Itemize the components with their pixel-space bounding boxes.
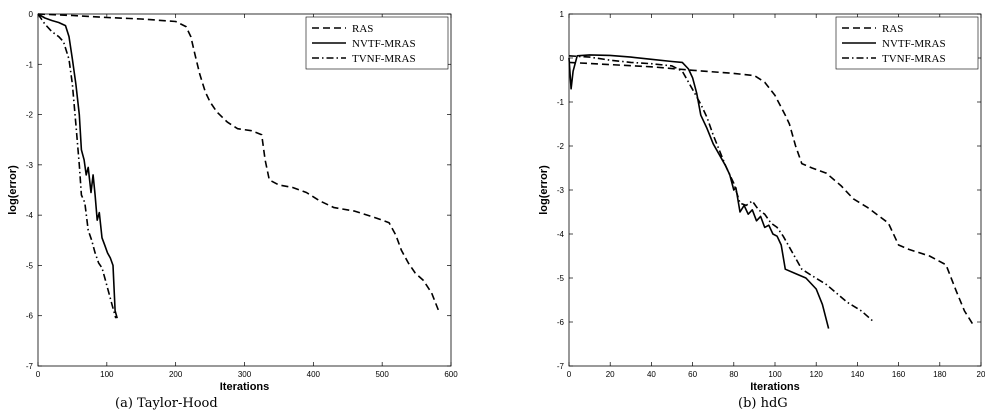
x-tick-label: 100 [768,370,782,379]
y-axis-title: log(error) [538,165,550,215]
y-axis-title: log(error) [7,165,19,215]
legend-label: NVTF-MRAS [352,38,416,50]
x-tick-label: 120 [810,370,824,379]
x-tick-label: 500 [375,370,389,379]
y-tick-label: -2 [557,142,565,151]
figure-caption: (a) Taylor-Hood [115,396,218,411]
y-tick-label: 1 [560,10,565,19]
x-axis-title: Iterations [750,381,800,393]
x-tick-label: 180 [933,370,947,379]
x-tick-label: 40 [647,370,656,379]
x-tick-label: 400 [307,370,321,379]
x-tick-label: 100 [100,370,114,379]
x-tick-label: 140 [851,370,865,379]
x-tick-label: 600 [444,370,458,379]
y-tick-label: -3 [557,186,565,195]
x-tick-label: 60 [688,370,697,379]
x-tick-label: 20 [977,370,985,379]
x-axis-title: Iterations [220,381,270,393]
x-tick-label: 80 [729,370,738,379]
legend-label: TVNF-MRAS [882,53,946,65]
legend-label: RAS [352,23,373,35]
legend-label: NVTF-MRAS [882,38,946,50]
y-tick-label: 0 [560,54,565,63]
legend-label: TVNF-MRAS [352,53,416,65]
y-tick-label: -3 [26,161,34,170]
x-tick-label: 0 [36,370,41,379]
series-nvtf-mras [568,54,830,329]
chart-hdg: 0 20 40 60 80 100 120 140 160 180 20 1 0 -1 -2 -3 -4 -5 -6… [538,10,985,411]
y-tick-label: -6 [26,312,34,321]
y-tick-label: -1 [26,60,34,69]
legend: RAS NVTF-MRAS TVNF-MRAS [835,16,979,70]
series-nvtf-mras [37,13,118,319]
x-tick-label: 20 [606,370,615,379]
y-tick-label: -6 [557,318,565,327]
y-tick-label: -5 [557,274,565,283]
x-tick-label: 300 [238,370,252,379]
series-ras [568,61,974,325]
y-tick-label: -4 [26,211,34,220]
figure-caption: (b) hdG [738,396,788,411]
chart-taylor-hood: 0 100 200 300 400 500 600 0 -1 -2 -3 -4 -5 -6 -7 Iterat… [7,10,458,411]
y-tick-label: 0 [29,10,34,19]
y-tick-label: -1 [557,98,565,107]
x-tick-label: 200 [169,370,183,379]
legend: RAS NVTF-MRAS TVNF-MRAS [305,16,449,70]
y-tick-label: -5 [26,261,34,270]
y-tick-label: -2 [26,111,34,120]
x-tick-label: 160 [892,370,906,379]
x-tick-label: 0 [567,370,572,379]
y-tick-label: -7 [557,362,565,371]
legend-box [835,16,979,70]
series-tvnf-mras [568,55,875,323]
y-tick-label: -4 [557,230,565,239]
legend-label: RAS [882,23,903,35]
y-tick-label: -7 [26,362,34,371]
series-tvnf-mras [37,13,117,319]
